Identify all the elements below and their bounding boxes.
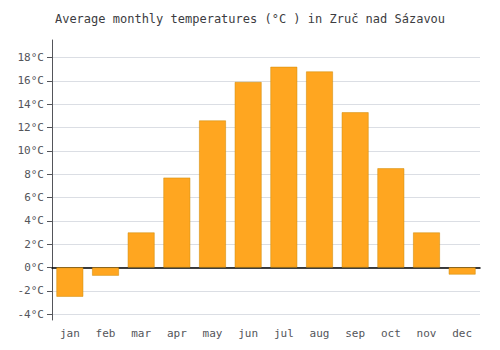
svg-text:may: may [203, 327, 223, 340]
svg-text:dec: dec [452, 327, 472, 340]
svg-text:4°C: 4°C [24, 214, 44, 227]
svg-text:jul: jul [274, 327, 294, 340]
svg-text:oct: oct [381, 327, 401, 340]
svg-text:aug: aug [310, 327, 330, 340]
svg-text:0°C: 0°C [24, 261, 44, 274]
svg-text:8°C: 8°C [24, 168, 44, 181]
svg-text:jun: jun [238, 327, 258, 340]
svg-text:14°C: 14°C [18, 98, 45, 111]
svg-text:nov: nov [417, 327, 437, 340]
svg-text:sep: sep [345, 327, 365, 340]
svg-text:16°C: 16°C [18, 74, 45, 87]
svg-text:-4°C: -4°C [18, 308, 45, 321]
svg-text:2°C: 2°C [24, 238, 44, 251]
svg-text:jan: jan [60, 327, 80, 340]
svg-text:-2°C: -2°C [18, 284, 45, 297]
svg-text:10°C: 10°C [18, 144, 45, 157]
svg-text:mar: mar [131, 327, 151, 340]
svg-text:feb: feb [96, 327, 116, 340]
svg-text:Average monthly temperatures (: Average monthly temperatures (°C ) in Zr… [55, 12, 445, 26]
svg-text:18°C: 18°C [18, 51, 45, 64]
svg-text:6°C: 6°C [24, 191, 44, 204]
svg-text:12°C: 12°C [18, 121, 45, 134]
svg-text:apr: apr [167, 327, 187, 340]
